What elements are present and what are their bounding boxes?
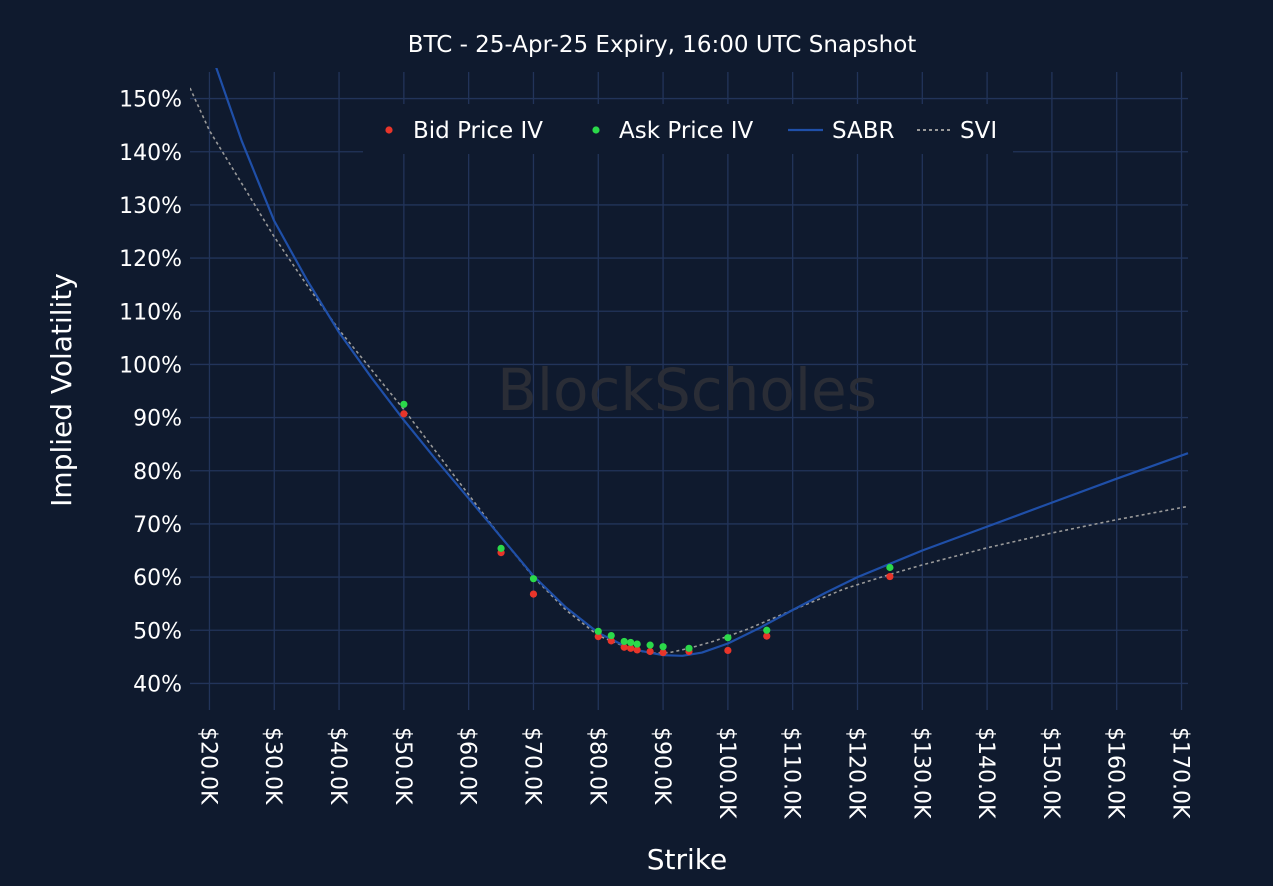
- ask-point: [724, 634, 732, 642]
- bid-point: [886, 572, 894, 581]
- x-tick-label: $130.0K: [908, 727, 933, 819]
- ask-point: [685, 644, 693, 652]
- ask-point: [627, 638, 635, 647]
- x-tick-label: $150.0K: [1038, 727, 1063, 819]
- grid-layer: [190, 72, 1188, 710]
- legend-item-svi[interactable]: SVI: [917, 118, 997, 144]
- ask-point: [886, 563, 894, 572]
- y-tick-label: 60%: [133, 566, 182, 591]
- chart-legend: Bid Price IV Ask Price IV SABR SVI: [363, 104, 1013, 154]
- series-layer: [190, 68, 1189, 657]
- y-tick-label: 50%: [133, 619, 182, 644]
- ask-point: [607, 631, 615, 640]
- legend-ask-label: Ask Price IV: [619, 118, 754, 144]
- y-tick-label: 150%: [119, 88, 182, 113]
- x-tick-label: $140.0K: [973, 727, 998, 819]
- legend-sabr-label: SABR: [832, 118, 895, 144]
- watermark-text: BlockScholes: [497, 356, 877, 424]
- bid-point: [594, 633, 602, 641]
- ask-point: [497, 544, 505, 552]
- bid-point: [763, 632, 771, 640]
- x-tick-label: $80.0K: [584, 727, 609, 805]
- ask-point: [594, 627, 602, 635]
- ask-point: [400, 400, 408, 408]
- bid-point: [620, 643, 628, 651]
- x-tick-label: $120.0K: [843, 727, 868, 819]
- x-axis-label: Strike: [647, 843, 728, 876]
- ask-point: [659, 643, 667, 651]
- legend-background: [363, 104, 1013, 154]
- legend-ask-marker: [592, 126, 600, 134]
- bid-point: [724, 646, 732, 655]
- y-tick-label: 70%: [133, 513, 182, 538]
- x-tick-label: $70.0K: [519, 727, 544, 805]
- x-tick-label: $60.0K: [455, 727, 480, 805]
- y-tick-label: 100%: [119, 353, 182, 378]
- axes-layer: $20.0K $30.0K $40.0K $50.0K $60.0K $70.0K $80.…: [119, 88, 1192, 819]
- chart-title: BTC - 25-Apr-25 Expiry, 16:00 UTC Snapsh…: [408, 32, 917, 58]
- legend-item-ask[interactable]: Ask Price IV: [592, 118, 754, 144]
- ask-point: [633, 640, 641, 648]
- y-tick-label: 130%: [119, 194, 182, 219]
- x-tick-label: $100.0K: [714, 727, 739, 819]
- y-tick-label: 140%: [119, 141, 182, 166]
- legend-bid-marker: [385, 126, 393, 134]
- bid-point: [607, 637, 615, 645]
- x-tick-label: $160.0K: [1103, 727, 1128, 819]
- bid-point: [400, 410, 408, 418]
- y-tick-label: 110%: [119, 300, 182, 325]
- ask-point: [620, 637, 628, 646]
- ask-point: [646, 641, 654, 649]
- bid-point: [633, 646, 641, 654]
- x-tick-label: $170.0K: [1168, 727, 1193, 819]
- x-tick-label: $40.0K: [325, 727, 350, 805]
- legend-item-bid[interactable]: Bid Price IV: [385, 118, 543, 144]
- y-tick-label: 80%: [133, 460, 182, 485]
- bid-point: [529, 590, 538, 598]
- y-tick-label: 120%: [119, 247, 182, 272]
- bid-point: [646, 647, 654, 656]
- legend-item-sabr[interactable]: SABR: [788, 118, 895, 144]
- bid-point: [659, 648, 667, 657]
- x-tick-label: $30.0K: [260, 727, 285, 805]
- legend-bid-label: Bid Price IV: [413, 118, 543, 144]
- bid-point: [627, 644, 635, 652]
- x-tick-label: $20.0K: [195, 727, 220, 805]
- ask-point: [763, 626, 771, 634]
- x-tick-label: $110.0K: [779, 727, 804, 819]
- ask-point: [529, 575, 538, 583]
- y-tick-label: 90%: [133, 407, 182, 432]
- x-tick-label: $90.0K: [649, 727, 674, 805]
- y-axis-label: Implied Volatility: [45, 273, 78, 507]
- legend-svi-label: SVI: [960, 118, 997, 144]
- y-tick-label: 40%: [133, 672, 182, 697]
- x-tick-label: $50.0K: [390, 727, 415, 805]
